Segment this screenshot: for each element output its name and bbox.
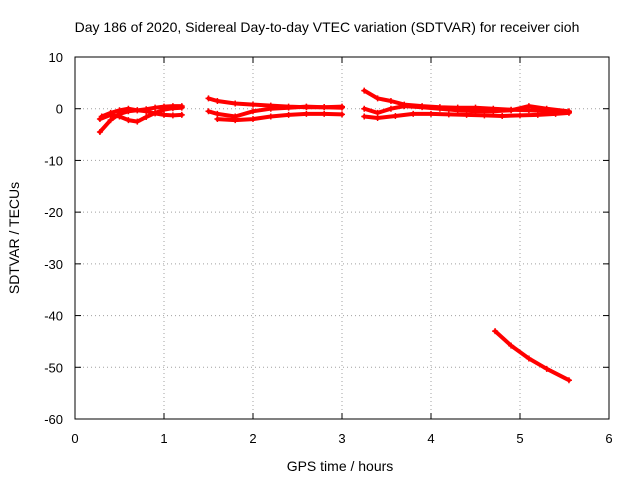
data-point: [143, 108, 150, 115]
data-point: [525, 355, 532, 362]
data-point: [107, 117, 114, 124]
data-point: [161, 106, 167, 113]
data-point: [169, 112, 176, 119]
data-point: [419, 104, 426, 111]
y-tick-label: -10: [44, 153, 63, 168]
data-point: [125, 117, 132, 124]
data-point: [534, 111, 541, 118]
data-point: [134, 118, 141, 125]
data-point: [508, 107, 515, 114]
data-series: [96, 87, 572, 384]
grid-lines: [75, 57, 609, 419]
data-point: [454, 107, 461, 114]
y-tick-label: -60: [44, 412, 63, 427]
data-point: [134, 107, 141, 114]
data-point: [232, 117, 239, 124]
data-point: [107, 109, 114, 116]
y-tick-label: -40: [44, 309, 63, 324]
data-point: [508, 342, 515, 349]
data-trace: [97, 105, 184, 124]
data-point: [392, 112, 399, 119]
data-trace: [99, 106, 184, 119]
data-point: [387, 97, 394, 104]
data-point: [361, 105, 368, 112]
x-tick-label: 6: [605, 431, 612, 446]
data-point: [492, 328, 499, 335]
data-point: [361, 113, 368, 120]
data-point: [161, 111, 167, 118]
data-point: [499, 112, 506, 119]
data-point: [152, 110, 159, 117]
chart-title: Day 186 of 2020, Sidereal Day-to-day VTE…: [75, 19, 580, 35]
x-tick-label: 3: [338, 431, 345, 446]
data-point: [321, 110, 328, 117]
data-point: [143, 113, 150, 120]
data-point: [285, 111, 292, 118]
data-point: [152, 104, 159, 111]
data-point: [303, 103, 310, 110]
data-point: [267, 113, 274, 120]
data-point: [543, 105, 550, 112]
data-point: [445, 111, 452, 118]
data-point: [374, 115, 381, 122]
x-tick-label: 5: [516, 431, 523, 446]
y-tick-label: 10: [49, 50, 63, 65]
data-point: [214, 110, 221, 117]
y-tick-label: 0: [56, 102, 63, 117]
data-point: [96, 128, 103, 135]
data-point: [267, 105, 274, 112]
data-point: [178, 104, 185, 111]
data-point: [428, 110, 434, 117]
data-point: [565, 377, 572, 384]
data-point: [205, 108, 212, 115]
data-point: [250, 116, 256, 123]
y-tick-label: -20: [44, 205, 63, 220]
data-point: [361, 87, 368, 94]
y-axis-label: SDTVAR / TECUs: [6, 182, 22, 294]
data-point: [125, 105, 132, 112]
data-point: [250, 108, 256, 115]
data-point: [178, 111, 185, 118]
data-point: [339, 111, 345, 118]
x-tick-label: 4: [427, 431, 434, 446]
x-tick-label: 2: [249, 431, 256, 446]
y-tick-label: -30: [44, 257, 63, 272]
axis-ticks: 0 1 2 3 4 5 6 10 0 -10 -20 -30 -40 -50 -60: [44, 50, 612, 446]
data-point: [490, 108, 497, 115]
data-point: [250, 101, 256, 108]
data-point: [214, 116, 221, 123]
data-point: [463, 111, 470, 118]
data-point: [387, 105, 394, 112]
data-point: [339, 104, 345, 111]
x-tick-label: 1: [160, 431, 167, 446]
data-point: [205, 95, 212, 102]
data-point: [169, 105, 176, 112]
data-point: [232, 100, 239, 107]
data-point: [410, 110, 417, 117]
data-point: [214, 97, 221, 104]
data-point: [401, 103, 408, 110]
data-point: [321, 104, 328, 111]
data-point: [565, 109, 572, 116]
data-point: [98, 113, 105, 120]
data-point: [525, 103, 532, 110]
data-point: [303, 110, 310, 117]
data-point: [517, 112, 523, 119]
data-point: [116, 107, 123, 114]
data-point: [374, 95, 381, 102]
x-axis-label: GPS time / hours: [287, 458, 394, 474]
y-tick-label: -50: [44, 360, 63, 375]
data-point: [285, 104, 292, 111]
data-point: [374, 109, 381, 116]
data-point: [436, 105, 443, 112]
data-point: [543, 365, 550, 372]
data-point: [481, 112, 488, 119]
data-point: [116, 113, 123, 120]
x-tick-label: 0: [71, 431, 78, 446]
data-point: [552, 110, 559, 117]
